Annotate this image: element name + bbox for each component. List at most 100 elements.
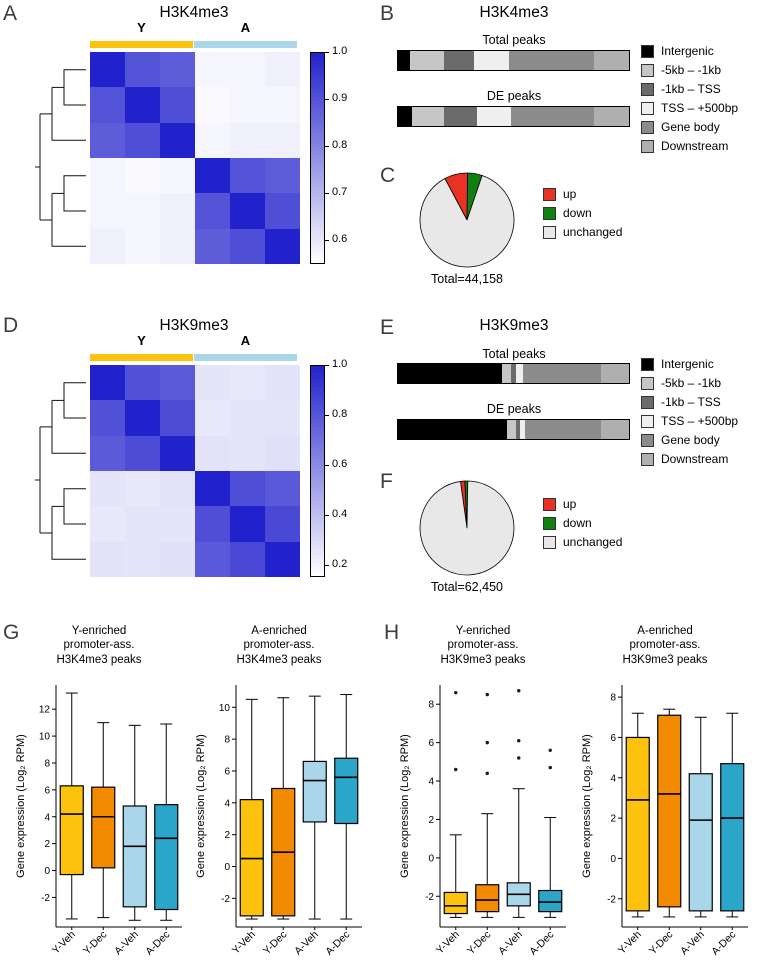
outlier-dot	[454, 768, 458, 772]
x-category-label: A-Veh	[678, 929, 707, 958]
boxplot-title-line: promoter-ass.	[447, 639, 519, 652]
box	[475, 884, 500, 913]
panel-label-h: H	[384, 621, 400, 644]
boxplot-title-line: A-enriched	[251, 625, 307, 637]
bar-segment	[409, 51, 445, 70]
bar-segment	[515, 420, 521, 439]
legend-item: TSS – +500bp	[641, 414, 738, 428]
heatmap-cell	[230, 541, 265, 577]
heatmap-cell	[230, 228, 265, 264]
heatmap-cell	[195, 228, 230, 264]
heatmap-cell	[90, 400, 125, 436]
legend-item-label: unchanged	[563, 535, 623, 549]
heatmap-cell	[125, 87, 160, 123]
bar-segment	[520, 420, 526, 439]
legend-item: -1kb – TSS	[641, 82, 738, 96]
heatmap-cell	[125, 506, 160, 542]
panel-label-c: C	[380, 164, 396, 187]
annotation-legend-h3k9me3: Intergenic -5kb – -1kb -1kb – TSS TSS – +50…	[641, 357, 738, 471]
heatmap-grid	[90, 365, 300, 577]
heatmap-grid	[90, 52, 300, 264]
y-tick-label: 8	[610, 693, 616, 704]
group-bar-y2	[90, 354, 193, 361]
legend-swatch	[543, 497, 556, 511]
colorbar-h3k4me3: 1.0 0.9 0.8 0.7 0.6	[310, 45, 356, 264]
outlier-dot	[485, 693, 489, 697]
group-label-a: A	[240, 20, 251, 35]
heatmap-cell	[125, 541, 160, 577]
y-tick-label: 4	[44, 813, 50, 824]
group-label-y2: Y	[137, 333, 146, 348]
legend-swatch	[641, 82, 654, 96]
pie-legend-h3k9me3: up down unchanged	[543, 497, 622, 554]
de-peaks-label2: DE peaks	[486, 402, 542, 416]
heatmap-cell	[160, 400, 195, 436]
bar-segment	[411, 107, 445, 126]
y-tick-label: 2	[428, 815, 434, 826]
boxplot-title-line: H3K4me3 peaks	[56, 653, 142, 666]
x-category-label: Y-Dec	[261, 929, 289, 957]
heatmap-cell	[160, 506, 195, 542]
boxplot-svg: -2 0 2 4 6 8 10 Gene expression (Log₂ RPM) Y-Veh…	[195, 685, 362, 958]
legend-swatch	[543, 206, 556, 220]
legend-item-label: up	[563, 187, 577, 201]
box	[538, 890, 563, 913]
colorbar-tick-label: 0.4	[332, 507, 348, 520]
colorbar-h3k9me3: 1.0 0.8 0.6 0.4 0.2	[310, 358, 356, 577]
pie-h3k9me3	[417, 478, 517, 578]
y-tick-label: 6	[44, 786, 50, 797]
legend-swatch	[543, 187, 556, 201]
legend-item: Downstream	[641, 139, 738, 153]
boxplot-svg: -2 0 2 4 6 8 10 12 Gene expression (Log₂ RPM) Y-V…	[15, 685, 182, 958]
bar-segment	[511, 107, 595, 126]
legend-swatch	[641, 139, 654, 153]
pie-slice	[419, 480, 515, 576]
heatmap-cell	[230, 470, 265, 507]
bar-segment	[444, 51, 475, 70]
heatmap-cell	[160, 193, 195, 229]
legend-swatch	[641, 63, 654, 77]
heatmap-cell	[195, 400, 230, 436]
boxplot-title: A-enriched promoter-ass. H3K9me3 peaks	[578, 624, 752, 667]
y-tick-label: 10	[219, 703, 231, 714]
heatmap-cell	[195, 193, 230, 229]
total-peaks-label: Total peaks	[482, 33, 546, 47]
panel-label-a: A	[3, 2, 18, 25]
y-tick-label: 2	[224, 831, 230, 842]
x-category-label: A-Dec	[709, 929, 738, 958]
y-tick-label: -2	[221, 894, 230, 905]
colorbar-tick	[325, 564, 329, 566]
colorbar-tick-label: 1.0	[332, 358, 348, 370]
colorbar-tick	[325, 193, 329, 195]
box	[91, 787, 116, 869]
heatmap-cell	[90, 87, 125, 123]
outlier-dot	[548, 766, 552, 770]
y-axis-label: Gene expression (Log₂ RPM)	[581, 735, 593, 879]
dendrogram-h3k9me3	[35, 382, 86, 560]
y-tick-label: 0	[428, 854, 434, 865]
boxplot-svg: -2 0 2 4 6 8 Gene expression (Log₂ RPM) Y-Veh Y-…	[581, 685, 748, 958]
legend-item: unchanged	[543, 535, 622, 549]
x-category-label: Y-Veh	[616, 929, 644, 957]
heatmap-cell	[265, 400, 300, 436]
outlier-dot	[485, 772, 489, 776]
boxplot-title-line: H3K9me3 peaks	[440, 653, 526, 666]
boxplot-y-enriched-h3k4me3: Y-enriched promoter-ass. H3K4me3 peaks -2 0 2…	[12, 624, 186, 974]
heatmap-cell	[195, 365, 230, 401]
box	[59, 785, 84, 876]
x-category-label: Y-Dec	[465, 929, 493, 957]
pie-legend-h3k4me3: up down unchanged	[543, 187, 622, 244]
legend-item: Intergenic	[641, 44, 738, 58]
heatmap-cell	[90, 228, 125, 264]
boxplot-title-line: H3K4me3 peaks	[236, 653, 322, 666]
panel-label-g: G	[3, 621, 20, 644]
heatmap-cell	[195, 541, 230, 577]
y-tick-label: 8	[428, 700, 434, 711]
heatmap-cell	[90, 365, 125, 401]
heatmap-cell	[195, 470, 230, 507]
legend-item-label: TSS – +500bp	[661, 414, 739, 428]
y-axis-label: Gene expression (Log₂ RPM)	[399, 735, 411, 879]
heatmap-cell	[195, 87, 230, 123]
legend-swatch	[641, 357, 654, 371]
